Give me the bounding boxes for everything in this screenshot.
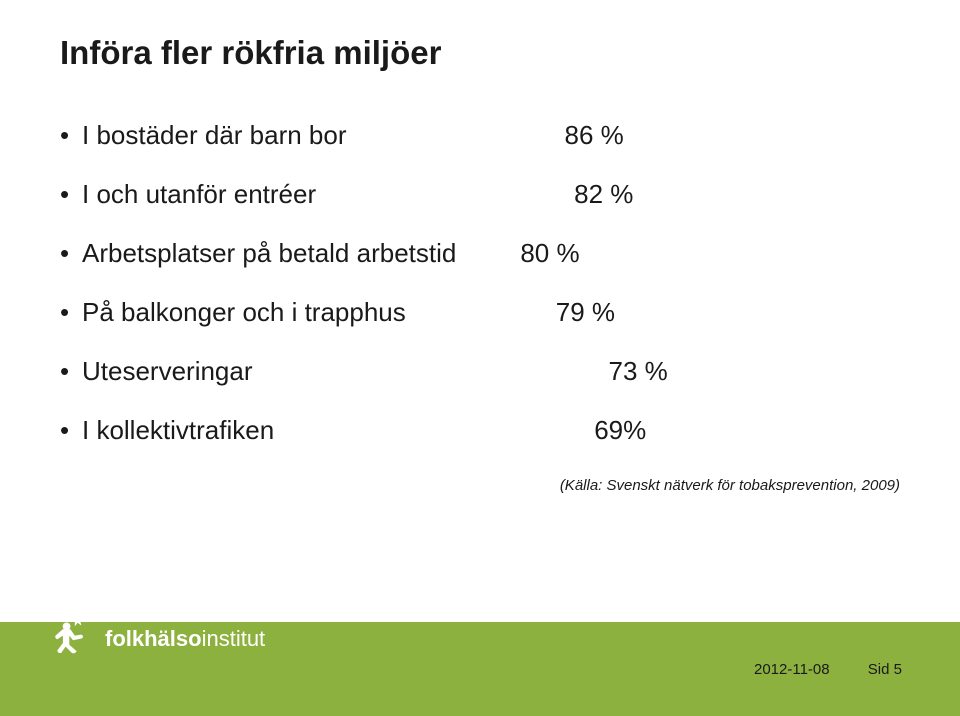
- brand-logo: Statens folkhälsoinstitut: [50, 606, 265, 654]
- item-value: 79 %: [556, 295, 615, 330]
- brand-line2: folkhälsoinstitut: [105, 627, 265, 651]
- source-citation: (Källa: Svenskt nätverk för tobakspreven…: [0, 477, 960, 494]
- page-title: Införa fler rökfria miljöer: [60, 34, 900, 72]
- item-label: Uteserveringar: [82, 354, 253, 389]
- person-star-icon: [50, 608, 96, 654]
- list-item: På balkonger och i trapphus 79 %: [82, 295, 900, 330]
- list-item: I och utanför entréer 82 %: [82, 177, 900, 212]
- list-item: I kollektivtrafiken 69%: [82, 413, 900, 448]
- item-label: I kollektivtrafiken: [82, 413, 274, 448]
- footer-meta: 2012-11-08 Sid 5: [754, 661, 902, 678]
- item-label: I och utanför entréer: [82, 177, 316, 212]
- item-label: Arbetsplatser på betald arbetstid: [82, 236, 456, 271]
- brand-line1: Statens: [105, 606, 265, 625]
- list-item: Uteserveringar 73 %: [82, 354, 900, 389]
- item-label: I bostäder där barn bor: [82, 118, 347, 153]
- item-label: På balkonger och i trapphus: [82, 295, 406, 330]
- item-value: 86 %: [565, 118, 624, 153]
- footer-page: Sid 5: [868, 661, 902, 678]
- item-value: 82 %: [574, 177, 633, 212]
- list-item: I bostäder där barn bor 86 %: [82, 118, 900, 153]
- footer-date: 2012-11-08: [754, 661, 830, 678]
- item-value: 80 %: [520, 236, 579, 271]
- brand-logo-text: Statens folkhälsoinstitut: [105, 606, 265, 651]
- bullet-list: I bostäder där barn bor 86 % I och utanför…: [60, 118, 900, 449]
- list-item: Arbetsplatser på betald arbetstid 80 %: [82, 236, 900, 271]
- item-value: 73 %: [609, 354, 668, 389]
- item-value: 69%: [594, 413, 646, 448]
